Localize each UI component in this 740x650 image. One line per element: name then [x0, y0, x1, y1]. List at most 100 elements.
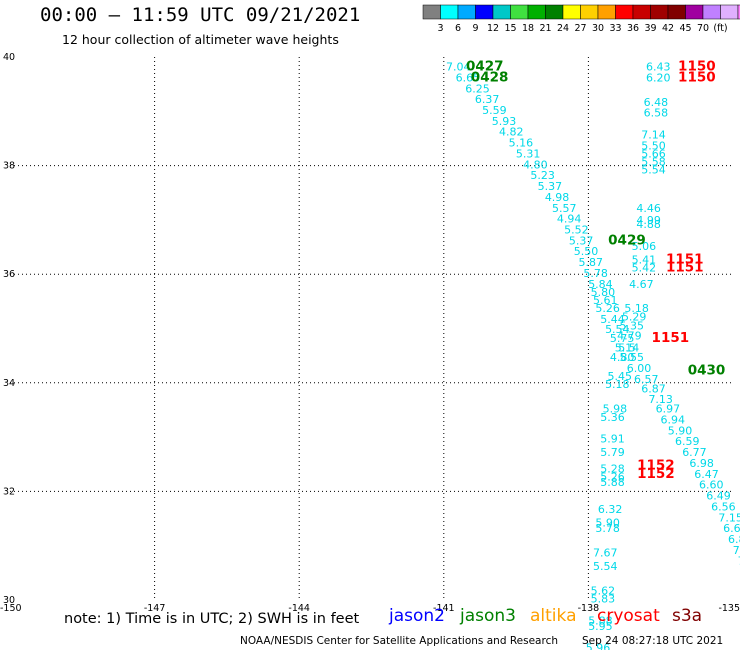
swh-value-label: 5.79	[600, 446, 625, 459]
colorbar-swatch	[527, 4, 546, 20]
swh-value-label: 4.82	[499, 126, 524, 139]
swh-value-label: 5.96	[586, 642, 611, 650]
swh-value-label: 6.00	[627, 362, 652, 375]
colorbar-label: 45	[679, 23, 691, 34]
swh-value-label: 5.58	[641, 156, 666, 169]
swh-value-label: 5.95	[588, 620, 613, 633]
swh-value-label: 5.90	[595, 517, 620, 530]
colorbar-swatch	[720, 4, 739, 20]
swh-value-label: 7.13	[648, 393, 673, 406]
swh-value-label: 4.88	[636, 218, 661, 231]
swh-value-label: 5.87	[579, 256, 604, 269]
swh-value-label: 6.97	[656, 403, 681, 416]
colorbar-label: 70	[697, 23, 709, 34]
colorbar-label: 33	[609, 23, 621, 34]
swh-value-label: 5.54	[605, 323, 630, 336]
swh-value-label: 5.83	[591, 593, 616, 606]
swh-value-label: 5.44	[600, 313, 625, 326]
swh-value-label: 5.61	[593, 294, 618, 307]
swh-value-label: 6.32	[598, 503, 623, 516]
swh-value-label: 6.37	[475, 93, 500, 106]
swh-value-label: 5.45	[607, 370, 632, 383]
swh-value-label: 5.26	[600, 471, 625, 484]
pass-time-label: 1152	[637, 466, 675, 482]
swh-value-label: 6.25	[465, 82, 490, 95]
colorbar-label: 36	[627, 23, 639, 34]
colorbar-label: 18	[522, 23, 534, 34]
credit-line: NOAA/NESDIS Center for Satellite Applica…	[240, 635, 558, 647]
colorbar-label: (ft)	[713, 23, 727, 34]
swh-value-label: 5.80	[591, 286, 616, 299]
lat-tick-label: 38	[3, 161, 15, 172]
swh-value-label: 5.14	[615, 341, 640, 354]
swh-value-label: 7.75	[738, 555, 740, 568]
pass-time-label: 1151	[652, 330, 690, 346]
lat-tick-label: 36	[3, 269, 15, 280]
swh-value-label: 6.63	[723, 522, 740, 535]
colorbar-swatch	[457, 4, 476, 20]
pass-time-label: 1151	[666, 251, 704, 267]
swh-value-label: 5.50	[641, 139, 666, 152]
swh-value-label: 5.59	[482, 104, 507, 117]
swh-value-label: 6.94	[661, 414, 686, 427]
pass-time-label: 1151	[666, 259, 704, 275]
colorbar-swatch	[580, 4, 599, 20]
swh-value-label: 5.18	[624, 302, 649, 315]
pass-time-label: 1150	[678, 69, 716, 85]
lat-tick-label: 32	[3, 486, 15, 497]
colorbar-label: 21	[539, 23, 551, 34]
lat-tick-label: 34	[3, 378, 15, 389]
swh-value-label: 5.16	[509, 137, 534, 150]
swh-value-label: 6.87	[641, 383, 666, 396]
swh-value-label: 6.56	[711, 500, 736, 513]
lon-tick-label: -138	[578, 603, 600, 614]
colorbar-legend: 3 6 9 12 15 18 21 24 27 30 33 36 39 42 45 70 (ft)	[422, 4, 740, 34]
swh-value-label: 4.80	[523, 158, 548, 171]
swh-value-label: 5.88	[600, 476, 625, 489]
swh-value-label: 4.99	[636, 214, 661, 227]
swh-value-label: 5.98	[603, 403, 628, 416]
swh-value-label: 6.98	[689, 457, 714, 470]
swh-value-label: 6.77	[682, 446, 707, 459]
legend-cryosat: cryosat	[597, 606, 660, 626]
colorbar-label: 3	[437, 23, 443, 34]
swh-value-label: 5.55	[620, 351, 645, 364]
pass-time-label: 0429	[608, 232, 646, 248]
swh-value-label: 5.54	[641, 164, 666, 177]
swh-value-label: 6.49	[706, 490, 731, 503]
colorbar-label: 6	[455, 23, 461, 34]
pass-time-labels: 0427042804290430115011501151115111511152…	[466, 59, 725, 482]
swh-value-label: 5.36	[600, 411, 625, 424]
colorbar-swatch	[492, 4, 511, 20]
swh-value-label: 5.78	[595, 522, 620, 535]
footer-note: note: 1) Time is in UTC; 2) SWH is in fe…	[64, 611, 360, 627]
swh-value-label: 5.06	[632, 240, 657, 253]
colorbar-label: 39	[644, 23, 656, 34]
swh-value-label: 6.57	[634, 373, 659, 386]
swh-value-label: 4.46	[636, 202, 661, 215]
colorbar-swatch	[475, 4, 494, 20]
swh-value-label: 6.60	[699, 479, 724, 492]
swh-value-label: 5.35	[620, 320, 645, 333]
colorbar-label: 30	[592, 23, 604, 34]
pass-time-label: 0428	[471, 69, 509, 85]
colorbar-label: 42	[662, 23, 674, 34]
colorbar-swatch	[685, 4, 704, 20]
legend-jason2: jason2	[389, 606, 445, 626]
swh-value-label: 4.94	[557, 213, 582, 226]
swh-value-label: 5.31	[516, 147, 541, 160]
swh-value-label: 5.78	[583, 267, 608, 280]
swh-value-label: 6.58	[644, 107, 669, 120]
grid-lines	[10, 57, 733, 600]
swh-value-label: 7.67	[593, 547, 618, 560]
swh-value-label: 5.75	[610, 332, 635, 345]
colorbar-swatch	[667, 4, 686, 20]
swh-value-label: 7.14	[641, 128, 666, 141]
swh-value-label: 5.57	[552, 202, 577, 215]
swh-value-label: 7.04	[446, 61, 471, 74]
colorbar-swatch	[737, 4, 740, 20]
colorbar-swatch	[545, 4, 564, 20]
swh-value-label: 5.29	[622, 310, 647, 323]
lat-tick-label: 30	[3, 595, 15, 606]
